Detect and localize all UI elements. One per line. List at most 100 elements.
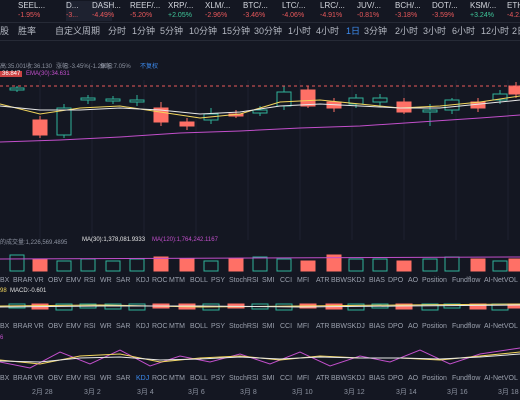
ticker-item[interactable]: BTC/... -3.46% bbox=[243, 1, 289, 21]
ticker-item[interactable]: SEEL... -1.95% bbox=[18, 1, 64, 21]
period-option[interactable]: 自定义周期 bbox=[55, 26, 101, 36]
period-option[interactable]: 胜率 bbox=[18, 26, 37, 36]
indicator-tab[interactable]: CCI bbox=[280, 323, 293, 330]
indicator-tab[interactable]: BOLL bbox=[190, 277, 208, 284]
indicator-tab[interactable]: MFI bbox=[297, 375, 310, 382]
indicator-tab[interactable]: BX bbox=[0, 375, 10, 382]
indicator-tab[interactable]: PSY bbox=[211, 277, 226, 284]
period-option[interactable]: 5分钟 bbox=[160, 26, 184, 36]
indicator-tab[interactable]: MFI bbox=[297, 323, 310, 330]
indicator-tab[interactable]: WR bbox=[100, 277, 112, 284]
period-option[interactable]: 6小时 bbox=[452, 26, 476, 36]
indicator-tab[interactable]: StochRSI bbox=[229, 323, 259, 330]
indicator-tab[interactable]: ROC bbox=[152, 375, 168, 382]
indicator-tab[interactable]: DPO bbox=[388, 375, 404, 382]
indicator-tab[interactable]: EMV bbox=[66, 375, 82, 382]
ticker-item[interactable]: ETH... -4.2... bbox=[507, 1, 520, 21]
period-option[interactable]: 1日 bbox=[346, 26, 361, 36]
indicator-tab[interactable]: RSI bbox=[84, 323, 96, 330]
indicator-tab[interactable]: BIAS bbox=[369, 277, 385, 284]
period-option[interactable]: 15分钟 bbox=[222, 26, 251, 36]
indicator-tab[interactable]: SMI bbox=[262, 277, 275, 284]
period-option[interactable]: 分时 bbox=[108, 26, 127, 36]
ticker-item[interactable]: DASH... -4.49% bbox=[92, 1, 138, 21]
period-option[interactable]: 3小时 bbox=[423, 26, 447, 36]
indicator-tab[interactable]: Fundflow bbox=[452, 323, 481, 330]
indicator-tab[interactable]: BRAR bbox=[13, 277, 33, 284]
ticker-item[interactable]: BCH/... -3.18% bbox=[395, 1, 441, 21]
indicator-tab[interactable]: BBW bbox=[331, 323, 347, 330]
indicator-tab[interactable]: PSY bbox=[211, 375, 226, 382]
indicator-tab[interactable]: SMI bbox=[262, 323, 275, 330]
period-option[interactable]: 12小时 bbox=[481, 26, 510, 36]
period-option[interactable]: 2日 bbox=[512, 26, 520, 36]
indicator-tab[interactable]: StochRSI bbox=[229, 277, 259, 284]
ticker-item[interactable]: LRC/... -4.91% bbox=[320, 1, 366, 21]
ticker-item[interactable]: LTC/... -4.06% bbox=[282, 1, 328, 21]
indicator-tab[interactable]: Fundflow bbox=[452, 277, 481, 284]
indicator-tab[interactable]: BOLL bbox=[190, 323, 208, 330]
indicator-tab[interactable]: PSY bbox=[211, 323, 226, 330]
indicator-tab[interactable]: OBV bbox=[48, 323, 63, 330]
indicator-tab[interactable]: AO bbox=[408, 323, 419, 330]
indicator-tab[interactable]: MTM bbox=[169, 323, 185, 330]
indicator-tab[interactable]: KDJ bbox=[136, 277, 150, 284]
indicator-tab[interactable]: OBV bbox=[48, 375, 63, 382]
indicator-tab[interactable]: VR bbox=[34, 375, 44, 382]
indicator-tab[interactable]: BOLL bbox=[190, 375, 208, 382]
indicator-tab[interactable]: CCI bbox=[280, 277, 293, 284]
indicator-tab[interactable]: SKDJ bbox=[347, 375, 365, 382]
period-option[interactable]: 30分钟 bbox=[254, 26, 283, 36]
indicator-tab[interactable]: AO bbox=[408, 375, 419, 382]
period-option[interactable]: 4小时 bbox=[316, 26, 340, 36]
indicator-tab[interactable]: Position bbox=[422, 277, 447, 284]
indicator-tab[interactable]: DPO bbox=[388, 323, 404, 330]
ticker-item[interactable]: JUV/... -0.81% bbox=[357, 1, 403, 21]
ticker-item[interactable]: XLM/... -2.96% bbox=[205, 1, 251, 21]
period-option[interactable]: 10分钟 bbox=[189, 26, 218, 36]
indicator-tab[interactable]: SMI bbox=[262, 375, 275, 382]
indicator-tab[interactable]: ATR bbox=[316, 277, 330, 284]
indicator-tab[interactable]: BX bbox=[0, 323, 10, 330]
volume-chart[interactable] bbox=[0, 245, 520, 275]
indicator-tab[interactable]: SKDJ bbox=[347, 323, 365, 330]
indicator-tab[interactable]: SAR bbox=[116, 323, 131, 330]
macd-chart[interactable] bbox=[0, 296, 520, 318]
indicator-tab[interactable]: WR bbox=[100, 375, 112, 382]
ticker-item[interactable]: KSM/... +3.24% bbox=[470, 1, 516, 21]
ticker-item[interactable]: DOT/... -3.59% bbox=[432, 1, 478, 21]
indicator-tab[interactable]: BRAR bbox=[13, 323, 33, 330]
ticker-item[interactable]: D... -3... bbox=[66, 1, 112, 21]
indicator-tab[interactable]: StochRSI bbox=[229, 375, 259, 382]
candlestick-chart[interactable] bbox=[0, 80, 520, 240]
period-option[interactable]: 股 bbox=[0, 26, 10, 36]
period-option[interactable]: 2小时 bbox=[395, 26, 419, 36]
indicator-tab[interactable]: EMV bbox=[66, 277, 82, 284]
indicator-tab[interactable]: Position bbox=[422, 323, 447, 330]
indicator-tab[interactable]: BX bbox=[0, 277, 10, 284]
indicator-tab[interactable]: AI-NetVOL bbox=[484, 323, 518, 330]
indicator-tab[interactable]: MFI bbox=[297, 277, 310, 284]
indicator-tab[interactable]: BBW bbox=[331, 277, 347, 284]
indicator-tab[interactable]: DPO bbox=[388, 277, 404, 284]
indicator-tab[interactable]: KDJ bbox=[136, 375, 150, 382]
indicator-tab[interactable]: MTM bbox=[169, 375, 185, 382]
indicator-tab[interactable]: ATR bbox=[316, 375, 330, 382]
period-option[interactable]: 1分钟 bbox=[132, 26, 156, 36]
kdj-chart[interactable] bbox=[0, 342, 520, 372]
indicator-tab[interactable]: SKDJ bbox=[347, 277, 365, 284]
indicator-tab[interactable]: CCI bbox=[280, 375, 293, 382]
indicator-tab[interactable]: SAR bbox=[116, 277, 131, 284]
adjust-option[interactable]: 不复权 bbox=[140, 64, 159, 70]
indicator-tab[interactable]: BIAS bbox=[369, 375, 385, 382]
ticker-item[interactable]: XRP/... +2.05% bbox=[168, 1, 214, 21]
indicator-tab[interactable]: WR bbox=[100, 323, 112, 330]
indicator-tab[interactable]: AI-NetVOL bbox=[484, 277, 518, 284]
period-option[interactable]: 1小时 bbox=[288, 26, 312, 36]
indicator-tab[interactable]: SAR bbox=[116, 375, 131, 382]
indicator-tab[interactable]: BRAR bbox=[13, 375, 33, 382]
indicator-tab[interactable]: BIAS bbox=[369, 323, 385, 330]
indicator-tab[interactable]: EMV bbox=[66, 323, 82, 330]
indicator-tab[interactable]: AO bbox=[408, 277, 419, 284]
indicator-tab[interactable]: ROC bbox=[152, 277, 168, 284]
